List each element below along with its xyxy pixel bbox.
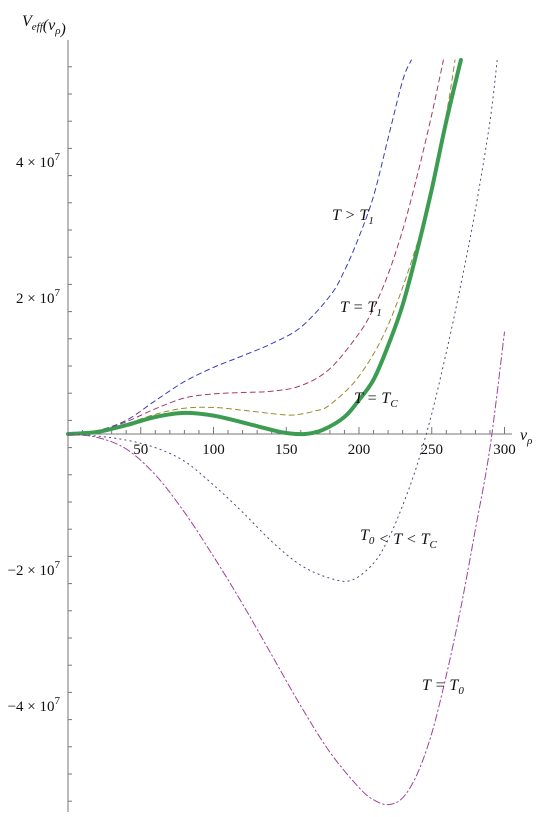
axes <box>67 40 512 812</box>
series-line-2 <box>67 59 456 435</box>
y-tick-label: −2 × 107 <box>8 559 61 579</box>
y-axis-title: Veff(vρ) <box>22 13 66 38</box>
series-line-1 <box>67 59 444 435</box>
series-line-5 <box>67 331 505 806</box>
x-tick-label: 250 <box>421 442 444 458</box>
curve-annotation-1: T = T1 <box>340 299 382 319</box>
x-axis-title: vρ <box>520 427 532 447</box>
y-tick-label: 4 × 107 <box>16 151 60 171</box>
x-tick-label: 50 <box>133 442 148 458</box>
series-layer <box>66 58 505 806</box>
curve-annotation-0: T > T1 <box>332 207 374 227</box>
x-tick-label: 200 <box>348 442 371 458</box>
x-tick-label: 150 <box>275 442 298 458</box>
y-tick-label: −4 × 107 <box>8 695 61 715</box>
curve-annotation-3: T0 < T < TC <box>360 527 438 551</box>
curve-annotation-4: T = T0 <box>422 677 464 697</box>
x-tick-label: 100 <box>202 442 225 458</box>
labels-layer: 50 100 150 200 250 300 4 × 107 2 × 107 −2 × 107 −… <box>8 13 533 715</box>
series-line-3 <box>66 58 463 437</box>
series-line-4 <box>67 59 498 582</box>
y-tick-label: 2 × 107 <box>16 287 60 307</box>
curve-annotation-2: T = TC <box>354 390 398 410</box>
series-line-0 <box>67 59 412 435</box>
x-tick-label: 300 <box>493 442 516 458</box>
